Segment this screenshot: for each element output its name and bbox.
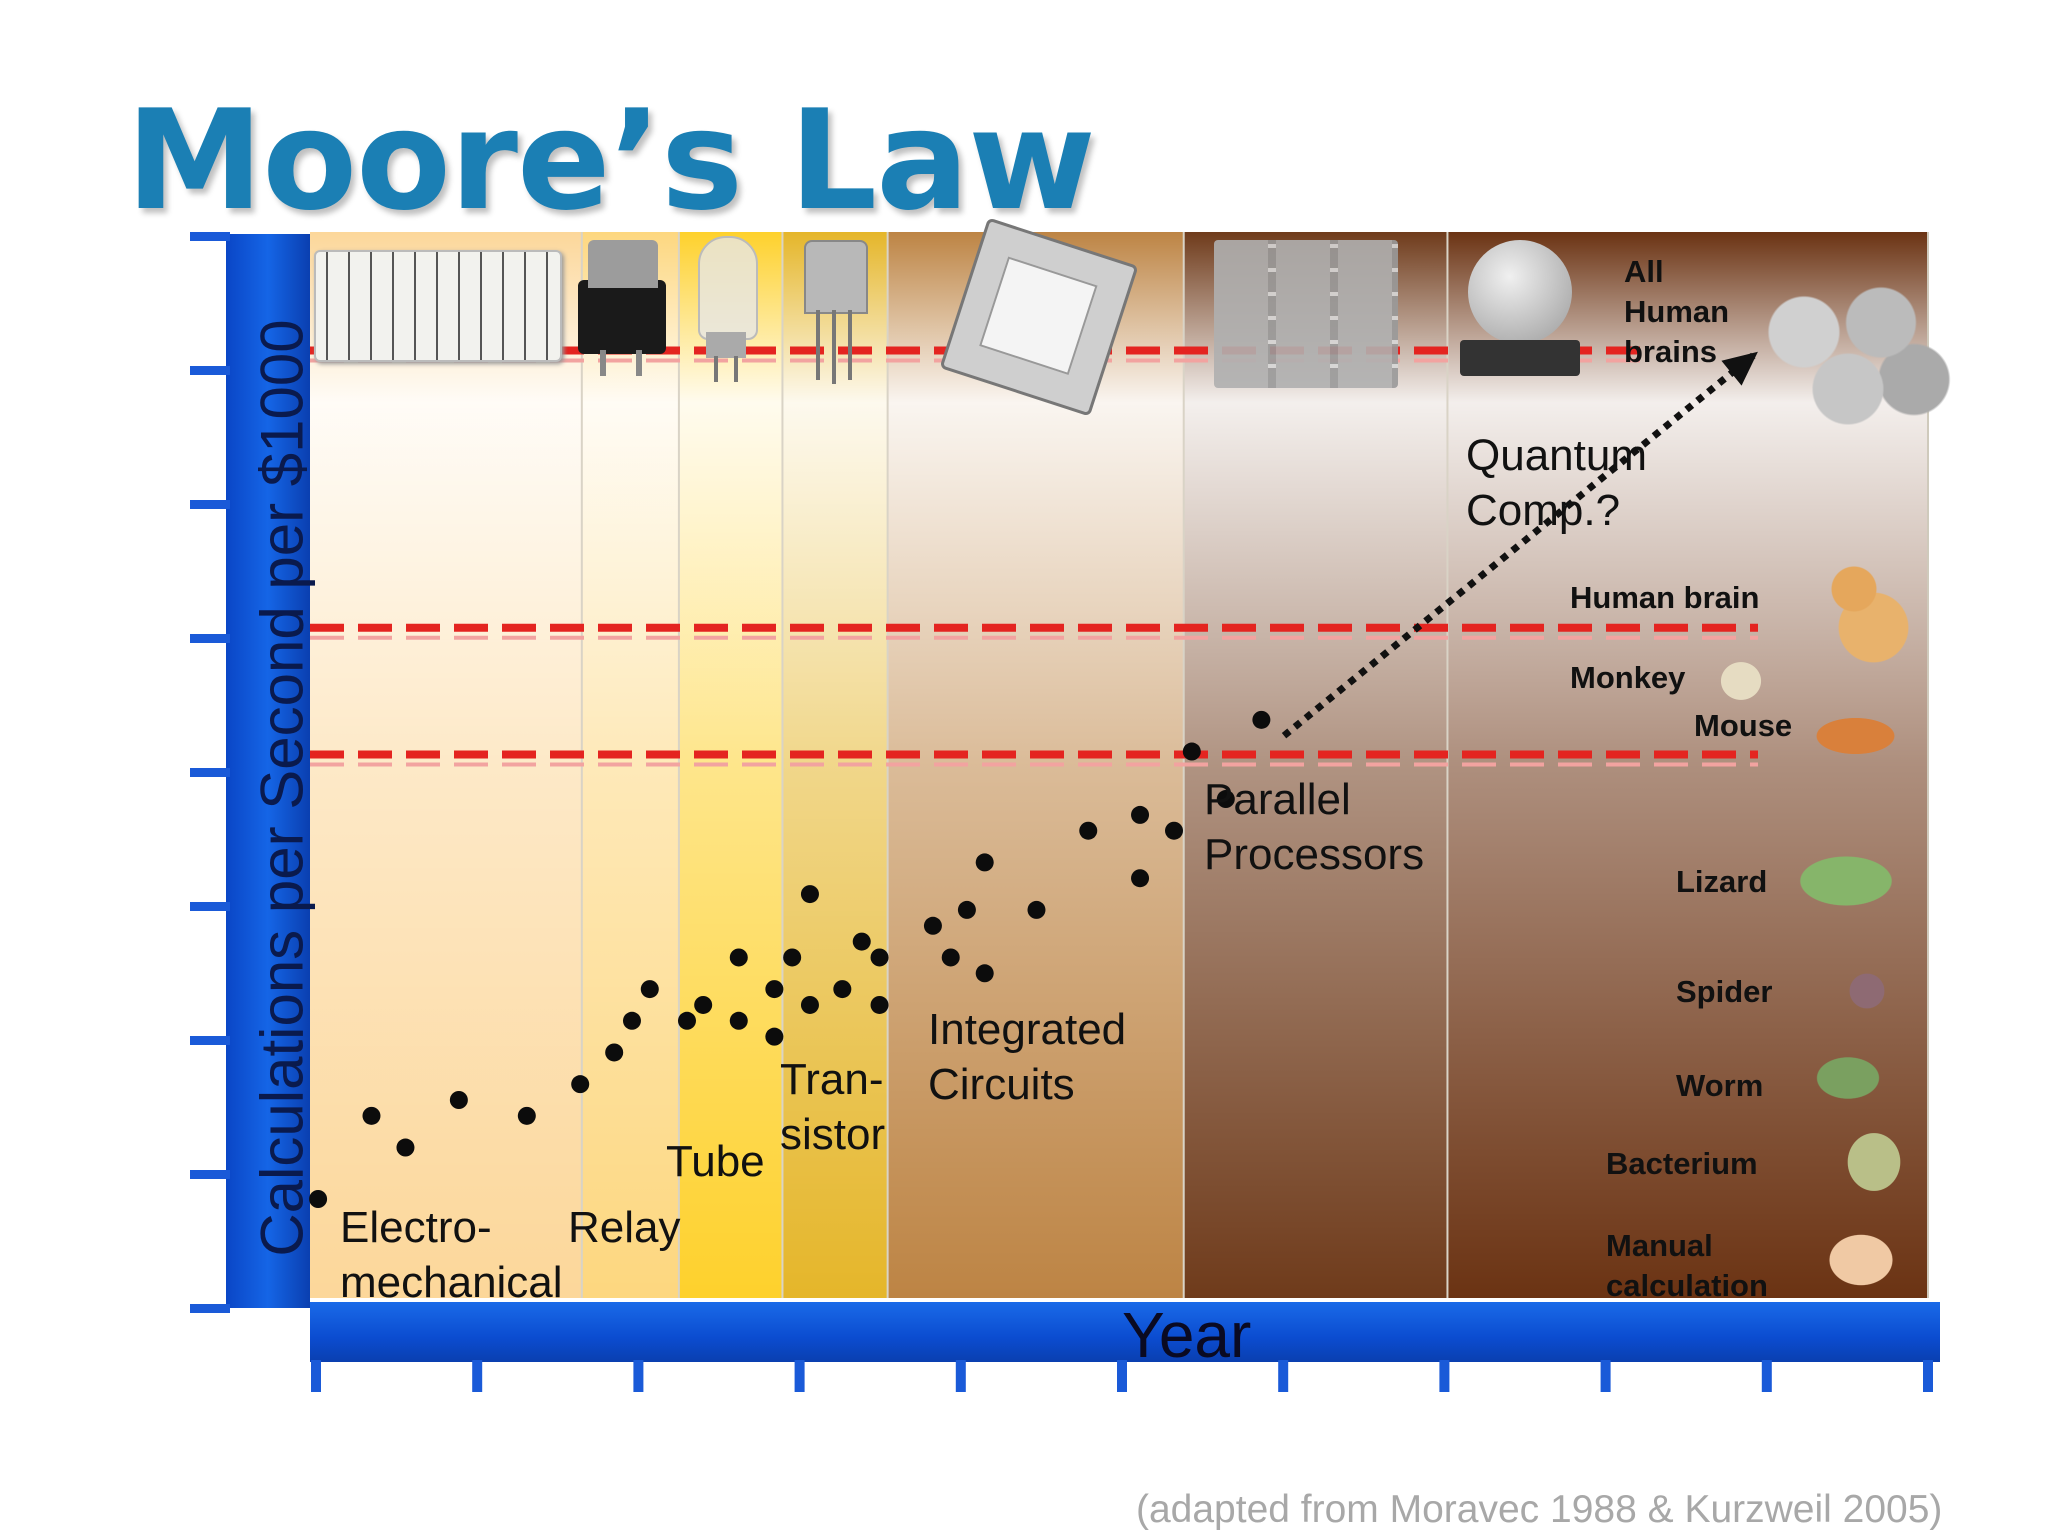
era-label: Integrated Circuits [928, 1005, 1127, 1109]
y-axis-tick [190, 768, 230, 777]
data-point [694, 995, 713, 1014]
data-point [1165, 821, 1184, 840]
data-point [975, 964, 994, 983]
y-axis-bar [226, 234, 310, 1308]
data-point [309, 1190, 328, 1208]
y-axis-label: Calculations per Second per $1000 [248, 319, 316, 1257]
data-point [765, 1027, 784, 1046]
level-label: All Human brains [1624, 254, 1730, 369]
data-point [923, 916, 942, 935]
data-point [957, 900, 976, 919]
data-point [362, 1106, 381, 1125]
data-point [1252, 710, 1271, 729]
data-point [622, 1011, 641, 1030]
x-axis-tick [472, 1360, 483, 1392]
x-axis-tick [1439, 1360, 1450, 1392]
data-point [677, 1011, 696, 1030]
era-label: Electro-mechanical [340, 1203, 563, 1307]
data-point [941, 948, 960, 967]
transistor-icon [804, 240, 868, 390]
x-axis-tick [1278, 1360, 1289, 1392]
data-point [1131, 805, 1150, 824]
data-point [975, 853, 994, 872]
slide-title: Moore’s Law [126, 80, 1096, 241]
data-point [1131, 869, 1150, 888]
vacuum-tube-icon [692, 236, 760, 386]
level-label: Human brain [1570, 580, 1760, 615]
level-label: Spider [1676, 974, 1773, 1009]
data-point [729, 948, 748, 967]
data-point [800, 885, 819, 904]
y-axis-tick [190, 232, 230, 241]
parallel-processors-icon [1214, 240, 1398, 388]
x-axis-bar [310, 1302, 1940, 1362]
x-axis-tick [955, 1360, 966, 1392]
human-icon [1802, 556, 1932, 666]
data-point [396, 1138, 415, 1157]
data-point [1216, 790, 1235, 809]
era-label: Quantum Comp.? [1466, 431, 1647, 535]
x-axis-tick [311, 1360, 321, 1392]
human-brains-icon [1738, 256, 1958, 446]
data-point [517, 1106, 536, 1125]
y-axis-tick [190, 366, 230, 375]
data-point [1027, 900, 1046, 919]
data-point [449, 1091, 468, 1109]
source-caption: (adapted from Moravec 1988 & Kurzweil 20… [1136, 1488, 1943, 1531]
data-point [870, 995, 889, 1014]
x-axis-tick [1761, 1360, 1772, 1392]
data-point [833, 980, 852, 999]
level-label: Mouse [1694, 708, 1793, 743]
x-axis-tick [1923, 1360, 1933, 1392]
data-point [870, 948, 889, 967]
x-axis-tick [1600, 1360, 1611, 1392]
level-label: Manual calculation [1606, 1228, 1768, 1303]
era-label: Parallel Processors [1204, 775, 1425, 879]
data-point [1182, 742, 1201, 761]
hand-writing-icon [1806, 1216, 1916, 1296]
data-point [800, 995, 819, 1014]
y-axis-tick [190, 902, 230, 911]
y-axis-tick [190, 1304, 230, 1313]
punch-card-icon [314, 250, 562, 362]
lizard-icon [1790, 836, 1930, 926]
era-label: Relay [568, 1203, 681, 1252]
quantum-computer-icon [1460, 240, 1580, 390]
data-point [640, 980, 659, 999]
data-point [783, 948, 802, 967]
data-point [729, 1011, 748, 1030]
data-point [765, 980, 784, 999]
level-label: Monkey [1570, 660, 1686, 695]
level-label: Lizard [1676, 864, 1768, 899]
era-label: Tran-sistor [780, 1055, 886, 1159]
y-axis-tick [190, 634, 230, 643]
data-point [852, 932, 871, 951]
y-axis-tick [190, 1170, 230, 1179]
data-point [1079, 821, 1098, 840]
data-point [571, 1075, 590, 1094]
x-axis-tick [794, 1360, 805, 1392]
projection-line [1281, 352, 1756, 739]
relay-icon [572, 240, 672, 376]
bacterium-icon [1834, 1118, 1914, 1206]
y-axis-tick [190, 500, 230, 509]
monkey-icon [1706, 648, 1776, 708]
data-point [605, 1043, 624, 1062]
mouse-icon [1806, 708, 1916, 764]
era-label: Tube [666, 1137, 765, 1186]
x-axis-label: Year [1122, 1299, 1252, 1371]
level-label: Worm [1676, 1068, 1764, 1103]
x-axis-tick [633, 1360, 644, 1392]
y-axis-tick [190, 1036, 230, 1045]
x-axis-tick [1117, 1360, 1127, 1392]
level-label: Bacterium [1606, 1146, 1758, 1181]
spider-icon [1812, 946, 1922, 1036]
worm-icon [1800, 1030, 1920, 1110]
